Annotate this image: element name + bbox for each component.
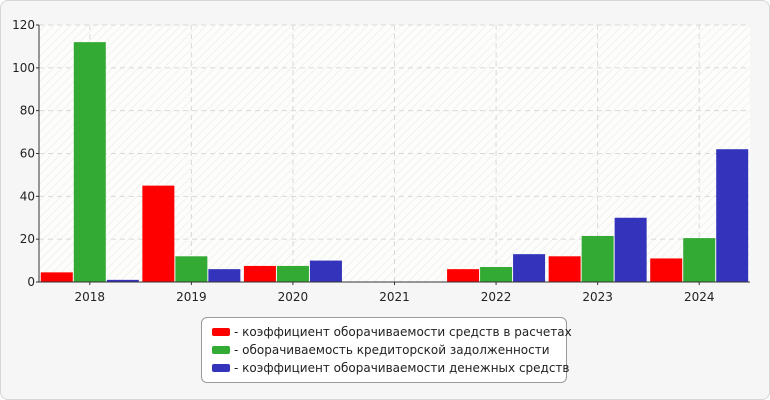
bar-payables-2024 (683, 238, 716, 282)
bar-cash-2020 (309, 260, 342, 282)
legend: - коэффициент оборачиваемости средств в … (201, 317, 572, 383)
legend-item-payables: - оборачиваемость кредиторской задолженн… (212, 341, 566, 359)
y-tick-labels: 0 20 40 60 80 100 120 (12, 18, 39, 289)
x-tick-label: 2022 (481, 290, 512, 304)
legend-item-cash: - коэффициент оборачиваемости денежных с… (212, 359, 570, 377)
x-tick-label: 2019 (176, 290, 207, 304)
legend-swatch-green (212, 346, 230, 354)
x-tick-label: 2020 (278, 290, 309, 304)
bars (40, 42, 749, 283)
bar-settlements-2018 (40, 272, 73, 282)
bar-cash-2022 (513, 254, 546, 282)
bar-payables-2020 (276, 265, 309, 282)
x-tick-label: 2021 (379, 290, 410, 304)
x-tick-label: 2023 (582, 290, 613, 304)
bar-cash-2024 (716, 149, 749, 282)
bar-payables-2018 (73, 42, 106, 283)
bar-cash-2018 (106, 279, 139, 282)
y-tick-label: 40 (20, 189, 35, 203)
y-tick-label: 0 (27, 275, 35, 289)
bar-cash-2019 (208, 269, 241, 282)
bar-payables-2019 (175, 256, 208, 282)
legend-swatch-red (212, 328, 230, 336)
bar-cash-2023 (614, 217, 647, 282)
legend-swatch-blue (212, 364, 230, 372)
y-tick-label: 100 (12, 61, 35, 75)
y-tick-label: 80 (20, 104, 35, 118)
x-tick-label: 2018 (75, 290, 106, 304)
bar-settlements-2019 (142, 185, 175, 282)
y-tick-label: 120 (12, 18, 35, 32)
bar-payables-2023 (581, 235, 614, 282)
bar-settlements-2023 (548, 256, 581, 282)
legend-item-settlements: - коэффициент оборачиваемости средств в … (212, 323, 572, 341)
bar-settlements-2024 (650, 258, 683, 282)
legend-label: - оборачиваемость кредиторской задолженн… (234, 343, 550, 357)
legend-label: - коэффициент оборачиваемости средств в … (234, 325, 572, 339)
x-tick-label: 2024 (684, 290, 715, 304)
bar-settlements-2022 (447, 269, 480, 282)
y-tick-label: 60 (20, 147, 35, 161)
bar-payables-2022 (480, 267, 513, 282)
bar-settlements-2020 (243, 265, 276, 282)
bar-chart: 0 20 40 60 80 100 120 2018 2019 2020 2021 2022 2023… (12, 18, 750, 304)
x-tick-labels: 2018 2019 2020 2021 2022 2023 2024 (75, 282, 715, 304)
legend-label: - коэффициент оборачиваемости денежных с… (234, 361, 570, 375)
y-tick-label: 20 (20, 232, 35, 246)
